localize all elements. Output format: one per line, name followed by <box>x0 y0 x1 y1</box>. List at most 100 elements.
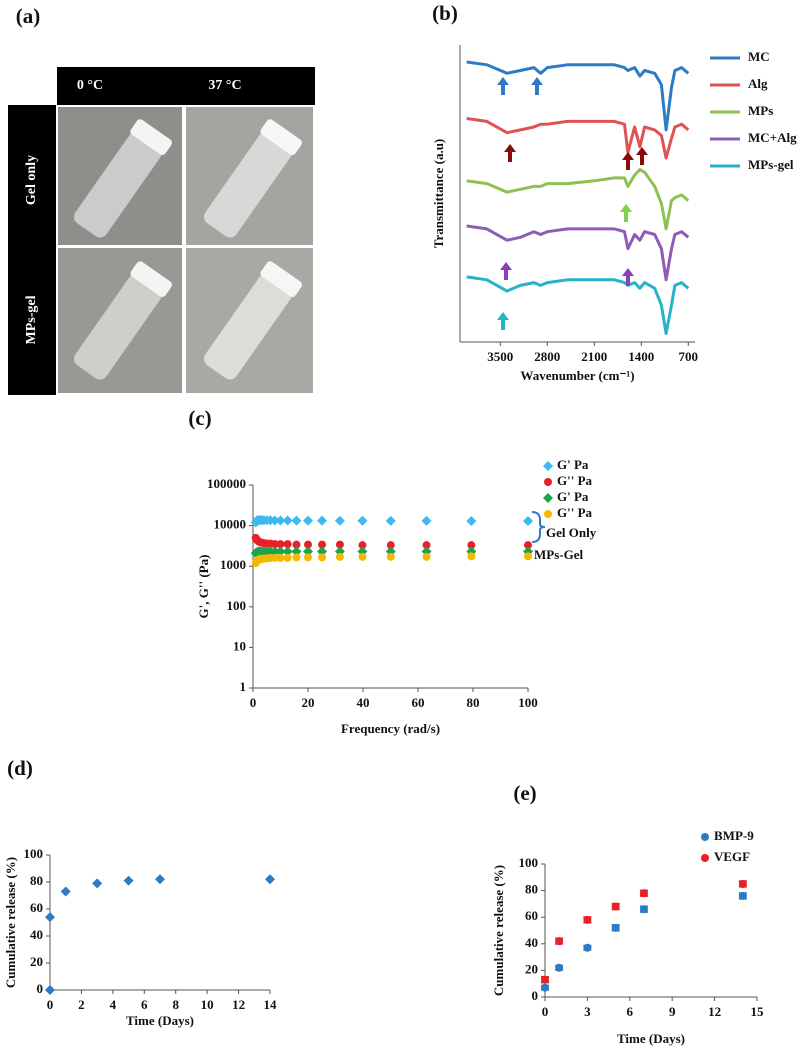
x-tick-label: 3 <box>584 1004 591 1019</box>
panel-label: (a) <box>16 4 41 28</box>
data-point <box>265 874 275 885</box>
x-tick-label: 0 <box>542 1004 549 1019</box>
y-tick-label: 100000 <box>207 476 246 491</box>
data-point <box>270 553 279 562</box>
data-point <box>555 963 564 972</box>
data-point <box>317 546 328 557</box>
x-tick-label: 4 <box>110 997 117 1012</box>
legend-label: G' Pa <box>557 489 589 504</box>
data-point <box>60 886 71 897</box>
data-point <box>276 553 285 562</box>
data-point <box>303 515 313 526</box>
data-point <box>335 552 344 561</box>
y-tick-label: 0 <box>532 988 539 1003</box>
data-point <box>611 902 620 911</box>
x-tick-label: 60 <box>412 695 425 710</box>
data-point <box>282 546 293 557</box>
panel-label: (d) <box>7 756 33 780</box>
data-point <box>291 515 302 526</box>
spectrum-line <box>466 60 690 132</box>
legend-swatch <box>701 854 709 862</box>
peak-arrow <box>620 204 632 222</box>
data-point <box>541 983 549 992</box>
legend-label: MC+Alg <box>748 130 797 145</box>
data-point <box>386 541 395 550</box>
x-tick-label: 10 <box>201 997 214 1012</box>
data-point <box>422 541 431 550</box>
x-tick-label: 8 <box>172 997 179 1012</box>
data-point <box>123 875 134 886</box>
y-tick-label: 1000 <box>220 557 246 572</box>
x-tick-label: 14 <box>264 997 278 1012</box>
data-point <box>282 515 293 526</box>
legend-label: BMP-9 <box>714 828 754 843</box>
data-point <box>155 874 165 885</box>
x-tick-label: 0 <box>47 997 54 1012</box>
x-tick-label: 15 <box>751 1004 765 1019</box>
data-point <box>291 546 302 557</box>
data-point <box>385 515 396 526</box>
data-point <box>45 912 55 923</box>
data-point <box>283 540 292 549</box>
brace <box>531 511 546 543</box>
column-header: 37 °C <box>208 78 241 93</box>
data-point <box>639 889 648 898</box>
data-point <box>292 540 301 549</box>
x-tick-label: 12 <box>708 1004 721 1019</box>
data-point <box>583 943 592 952</box>
annotation: MPs-Gel <box>534 547 583 562</box>
y-tick-label: 1 <box>240 679 247 694</box>
data-point <box>318 540 327 549</box>
spectrum-line <box>466 275 690 335</box>
y-tick-label: 100 <box>24 846 44 861</box>
data-point <box>269 546 280 557</box>
peak-arrow <box>622 152 634 170</box>
y-tick-label: 60 <box>525 908 538 923</box>
y-axis-label: Cumulative release (%) <box>3 857 18 988</box>
y-tick-label: 40 <box>30 927 43 942</box>
column-header: 0 °C <box>77 78 103 93</box>
data-point <box>386 552 395 561</box>
legend-label: G'' Pa <box>557 505 593 520</box>
x-tick-label: 100 <box>518 695 538 710</box>
data-point <box>639 905 648 914</box>
peak-arrow <box>497 77 509 95</box>
y-tick-label: 0 <box>37 981 44 996</box>
y-tick-label: 20 <box>30 954 43 969</box>
x-axis-label: Time (Days) <box>126 1013 194 1028</box>
y-axis-label: Transmittance (a.u) <box>431 139 446 249</box>
x-tick-label: 2100 <box>581 349 607 364</box>
peak-arrow <box>622 268 634 286</box>
panel-label: (c) <box>188 406 211 430</box>
x-tick-label: 9 <box>669 1004 676 1019</box>
peak-arrow <box>497 312 509 330</box>
x-axis-label: Frequency (rad/s) <box>341 721 440 736</box>
data-point <box>583 915 592 924</box>
data-point <box>269 515 280 526</box>
data-point <box>270 540 279 549</box>
data-point <box>357 515 368 526</box>
legend-label: VEGF <box>714 849 750 864</box>
data-point <box>283 553 292 562</box>
data-point <box>45 985 55 995</box>
x-tick-label: 80 <box>467 695 480 710</box>
data-point <box>335 540 344 549</box>
y-tick-label: 60 <box>30 900 43 915</box>
row-bar <box>8 105 56 395</box>
x-tick-label: 20 <box>302 695 315 710</box>
legend-swatch <box>543 493 553 503</box>
x-tick-label: 12 <box>232 997 245 1012</box>
data-point <box>358 541 367 550</box>
legend-label: G' Pa <box>557 457 589 472</box>
y-tick-label: 80 <box>30 873 43 888</box>
data-point <box>334 515 345 526</box>
panel-a: (a) 0 °C 37 °C Gel only MPs-gel <box>8 4 315 395</box>
x-axis-label: Time (Days) <box>617 1031 685 1046</box>
data-point <box>421 515 432 526</box>
legend-label: MC <box>748 49 770 64</box>
data-point <box>318 553 327 562</box>
y-tick-label: 10000 <box>214 517 247 532</box>
peak-arrow <box>504 144 516 162</box>
photos <box>58 107 313 393</box>
